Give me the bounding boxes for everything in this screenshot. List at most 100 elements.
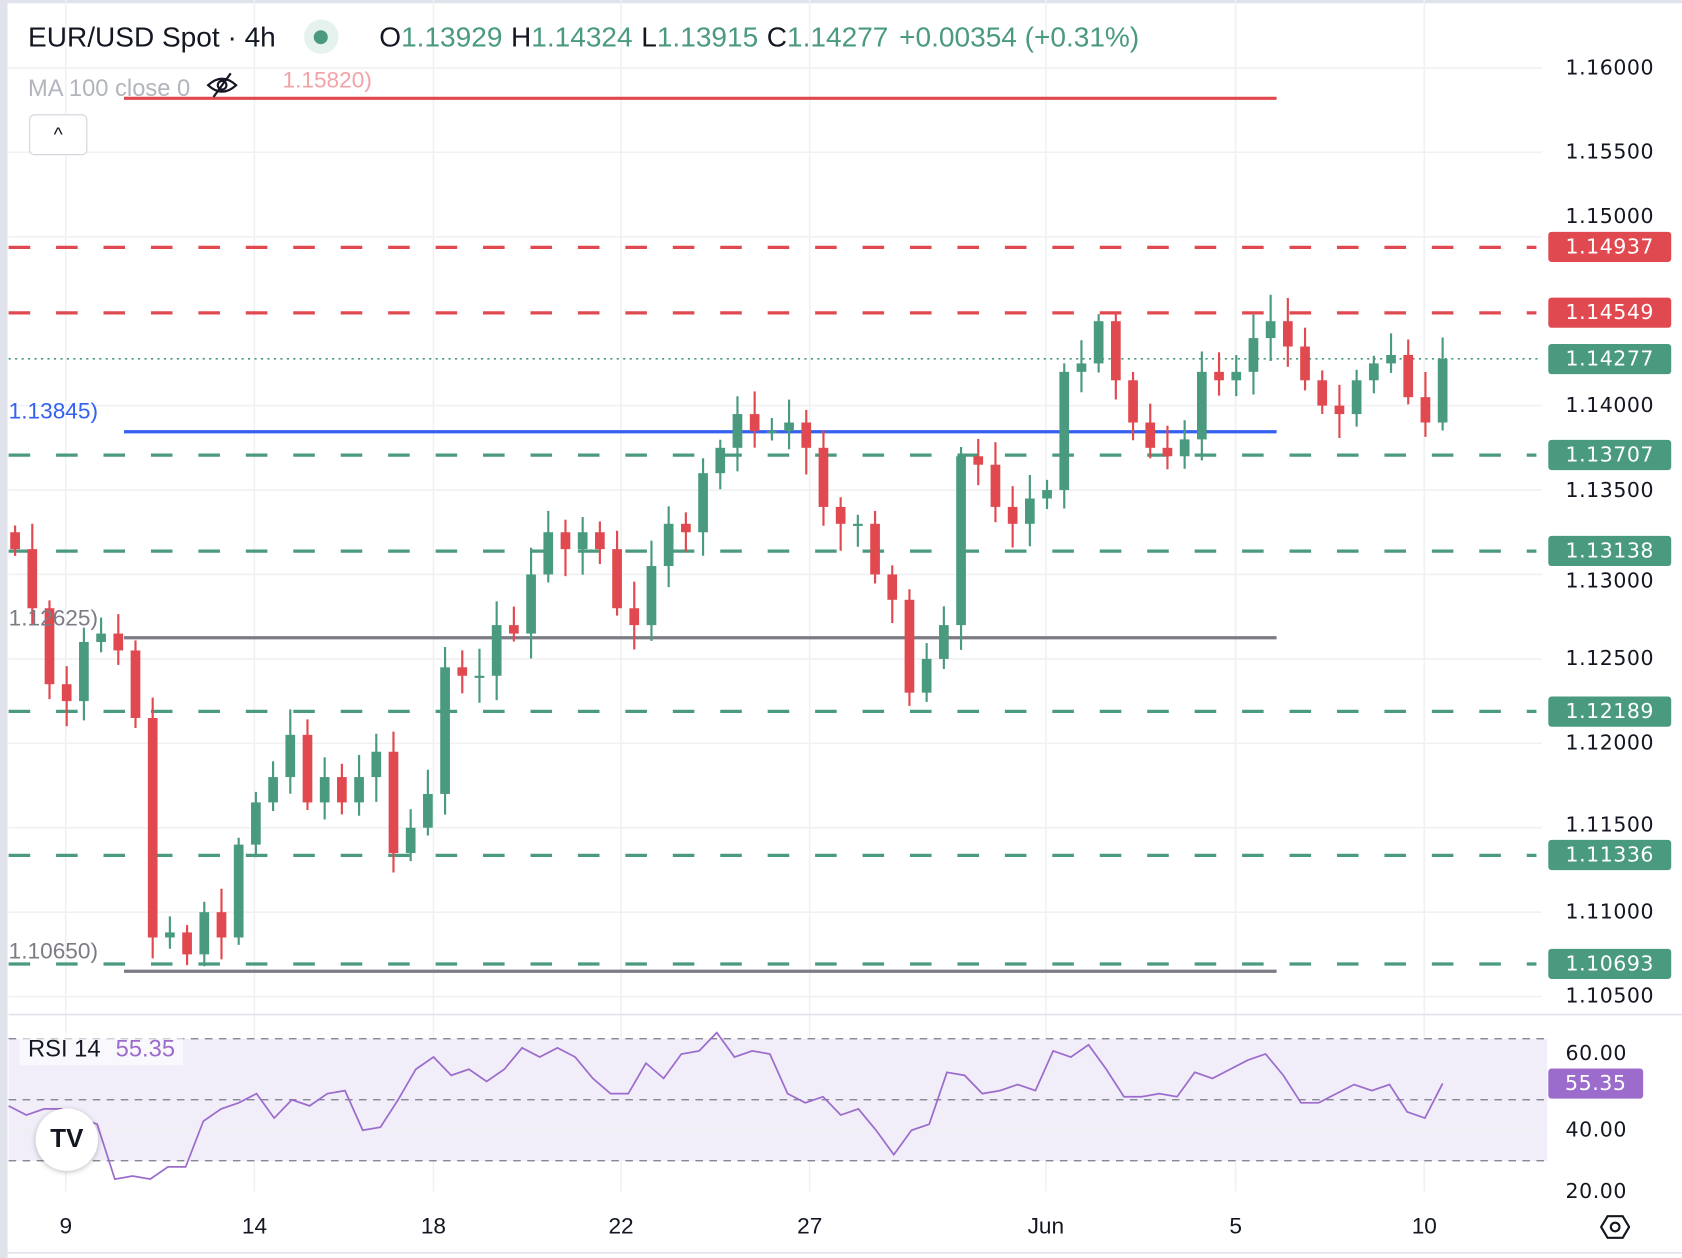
price-tick-label: 1.15500 [1565, 140, 1655, 165]
candle-body [491, 625, 502, 676]
logo-text: TV [50, 1124, 84, 1154]
candle-body [337, 777, 347, 803]
candle-body [526, 574, 536, 634]
candle-body [130, 650, 141, 718]
candle-body [1179, 439, 1190, 457]
candle-body [1076, 363, 1087, 372]
candle-body [474, 675, 485, 678]
price-tick-label: 1.13500 [1565, 478, 1655, 502]
candle-body [1024, 498, 1035, 524]
candle-body [405, 827, 416, 854]
candle-body [698, 473, 708, 533]
rsi-tick-label: 20.00 [1565, 1179, 1627, 1204]
candle-body [1093, 321, 1104, 364]
close-label: C [766, 19, 788, 53]
candle-body [302, 734, 313, 803]
candle-body [79, 642, 89, 702]
rsi-line [8, 1031, 1444, 1181]
candle-body [715, 447, 726, 474]
support-price-tag: 1.13707 [1548, 439, 1672, 471]
candle-body [113, 633, 124, 651]
candle-body [1007, 506, 1018, 524]
candle-body [423, 793, 433, 828]
candle-body [612, 549, 622, 609]
support-price-tag: 1.11336 [1548, 840, 1672, 871]
candle-body [870, 523, 880, 575]
candle-body [1059, 371, 1070, 491]
market-status-indicator[interactable] [303, 19, 339, 54]
candle-body [663, 523, 674, 567]
ma-label: MA 100 close 0 [28, 74, 191, 102]
price-tick-label: 1.14000 [1565, 393, 1655, 418]
high-label: H [511, 19, 532, 53]
collapse-legend-button[interactable]: ^ [29, 114, 88, 156]
candle-body [1145, 422, 1156, 448]
gear-icon[interactable] [1599, 1212, 1631, 1248]
change-value: +0.00354 (+0.31%) [899, 19, 1140, 53]
candle-body [440, 667, 450, 794]
candle-body [251, 802, 261, 845]
candle-body [921, 658, 932, 693]
candle-body [784, 422, 794, 431]
candle-body [1110, 321, 1121, 381]
level-label: 1.12625) [8, 605, 99, 631]
candle-body [199, 912, 210, 955]
price-tick-label: 1.10500 [1565, 984, 1655, 1009]
low-label: L [641, 19, 657, 53]
date-tick-label: Jun [1027, 1214, 1065, 1239]
candle-body [319, 777, 330, 803]
candle-body [1334, 405, 1345, 415]
rsi-value: 55.35 [115, 1035, 176, 1063]
chevron-up-icon: ^ [53, 123, 63, 146]
candle-body [732, 414, 743, 448]
candle-body [216, 912, 227, 938]
candle-body [285, 734, 296, 778]
candle-body [1386, 354, 1396, 364]
candle-body [61, 684, 72, 702]
candle-body [1248, 338, 1259, 372]
symbol-legend: EUR/USD Spot · 4h O 1.13929 H 1.14324 L 1.1… [28, 19, 1139, 54]
candle-body [904, 599, 915, 693]
ma-indicator-legend[interactable]: MA 100 close 0 [28, 71, 240, 106]
candle-body [818, 447, 829, 507]
candle-body [835, 506, 846, 524]
candle-body [1437, 358, 1448, 423]
candle-body [560, 532, 571, 550]
candle-body [543, 532, 554, 575]
candle-body [646, 566, 657, 626]
candle-body [457, 667, 468, 676]
price-tick-label: 1.11000 [1565, 900, 1655, 925]
candle-body [629, 608, 640, 626]
candle-body [1162, 447, 1173, 457]
candle-body [1420, 397, 1431, 423]
candle-body [1231, 371, 1242, 381]
candle-body [577, 532, 588, 550]
candle-body [1282, 321, 1293, 347]
candle-body [681, 523, 691, 533]
date-tick-label: 14 [241, 1214, 268, 1239]
rsi-value-tag: 55.35 [1548, 1068, 1644, 1099]
support-price-tag: 1.13138 [1548, 536, 1672, 567]
symbol-title[interactable]: EUR/USD Spot · 4h [28, 19, 276, 53]
rsi-legend[interactable]: RSI 14 55.35 [19, 1032, 184, 1066]
candle-body [509, 625, 519, 634]
candle-body [853, 523, 863, 526]
rsi-tick-label: 40.00 [1565, 1118, 1627, 1143]
candle-body [1128, 380, 1138, 423]
support-price-tag: 1.12189 [1548, 696, 1672, 727]
price-tick-label: 1.11500 [1565, 813, 1655, 838]
candle-body [182, 932, 192, 955]
rsi-tick-label: 60.00 [1565, 1041, 1627, 1066]
candle-body [10, 532, 20, 550]
candle-body [1317, 380, 1328, 406]
eye-off-icon[interactable] [205, 71, 240, 106]
candle-body [27, 549, 38, 609]
candle-body [1214, 371, 1224, 381]
level-label: 1.10650) [8, 938, 99, 964]
candle-body [1042, 490, 1052, 499]
tradingview-logo[interactable]: TV [35, 1108, 99, 1171]
open-value: 1.13929 [401, 19, 503, 53]
rsi-label: RSI 14 [28, 1035, 101, 1063]
